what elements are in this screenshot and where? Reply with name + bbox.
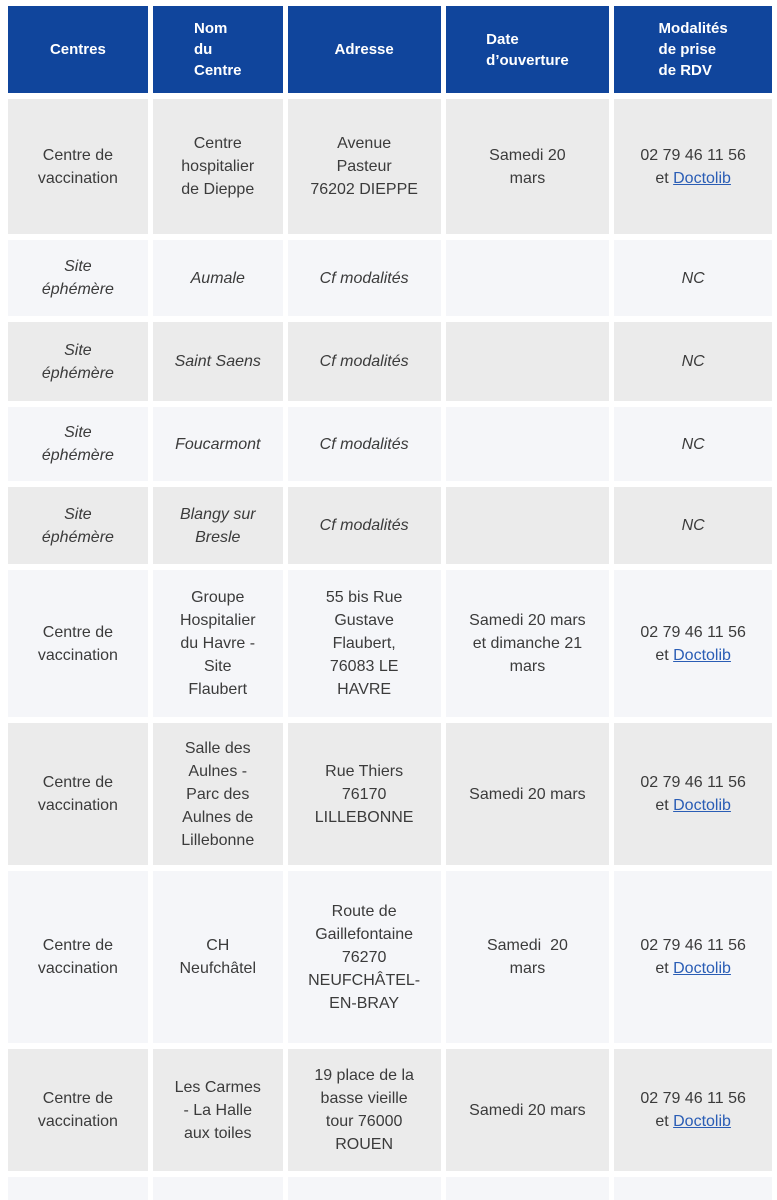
cell-centre-type: Centre de vaccination	[8, 99, 148, 234]
table-body: Centre de vaccination Centre hospitalier…	[8, 99, 772, 1200]
cell-rdv-modalities: 02 79 46 11 56 et Doctolib	[614, 99, 772, 234]
doctolib-link[interactable]: Doctolib	[673, 169, 731, 187]
cell-centre-type: Centre de vaccination	[8, 570, 148, 717]
cell-rdv-modalities: NC	[614, 407, 772, 481]
cell-address: 55 bis Rue Gustave Flaubert, 76083 LE HA…	[287, 570, 441, 717]
cell-centre-type: Site éphémère	[8, 240, 148, 316]
vaccination-centres-table: Centres Nom du Centre Adresse Date d’ouv…	[3, 0, 777, 1200]
cell-centre-name: Les Carmes - La Halle aux toiles	[152, 1049, 283, 1171]
column-header-nom-du-centre: Nom du Centre	[152, 6, 283, 93]
cell-rdv-modalities: NC	[614, 322, 772, 401]
cell-centre-name: Salle des Aulnes - Parc des Aulnes de Li…	[152, 723, 283, 865]
table-row: Centre de vaccination CH Neufchâtel Rout…	[8, 871, 772, 1043]
doctolib-link[interactable]: Doctolib	[673, 797, 731, 814]
cell-address: Rue Thiers 76170 LILLEBONNE	[287, 723, 441, 865]
rdv-connector: et	[655, 169, 674, 187]
cell-opening-date: Samedi 20 mars	[445, 99, 610, 234]
cell-rdv-modalities: 02 79 46 11 56 et Doctolib	[614, 570, 772, 717]
cell-centre-type: Centre de vaccination	[8, 871, 148, 1043]
doctolib-link[interactable]: Doctolib	[673, 646, 731, 664]
column-header-centres: Centres	[8, 6, 148, 93]
rdv-connector: et	[655, 797, 674, 814]
cell-centre-name: CH Neufchâtel	[152, 871, 283, 1043]
table-row: Site éphémère Foucarmont Cf modalités NC	[8, 407, 772, 481]
table-row: Centre de vaccination Salle des Aulnes -…	[8, 723, 772, 865]
cell-address: Avenue Pasteur 76202 DIEPPE	[287, 99, 441, 234]
cell-centre-type: Centre de vaccination	[8, 723, 148, 865]
cell-opening-date: Samedi 20 mars	[445, 1177, 610, 1200]
cell-address: 19 place de la basse vieille tour 76000 …	[287, 1049, 441, 1171]
cell-address: Cf modalités	[287, 487, 441, 564]
header-row: Centres Nom du Centre Adresse Date d’ouv…	[8, 6, 772, 93]
cell-rdv-modalities: NC	[614, 240, 772, 316]
rdv-phone: 02 79 46 11 56	[640, 623, 746, 641]
cell-centre-name: Foucarmont	[152, 407, 283, 481]
cell-rdv-modalities: 02 79 46 11 56 et Doctolib	[614, 1049, 772, 1171]
cell-centre-name: Centre hospitalier de Dieppe	[152, 99, 283, 234]
column-header-label: Modalités de prise de RDV	[658, 20, 728, 79]
rdv-connector: et	[655, 960, 674, 977]
rdv-phone: 02 79 46 11 56	[640, 146, 746, 164]
column-header-date-ouverture: Date d’ouverture	[445, 6, 610, 93]
column-header-label: Nom du Centre	[193, 20, 242, 79]
cell-opening-date	[445, 322, 610, 401]
column-header-adresse: Adresse	[287, 6, 441, 93]
cell-address: Cf modalités	[287, 407, 441, 481]
cell-centre-name: Saint Saens	[152, 322, 283, 401]
cell-centre-type: Centre de vaccination	[8, 1049, 148, 1171]
cell-opening-date: Samedi 20 mars	[445, 1049, 610, 1171]
rdv-connector: et	[655, 1113, 674, 1130]
cell-rdv-modalities: NC	[614, 487, 772, 564]
cell-rdv-modalities: 02 79 46 11 56 et Doctolib	[614, 871, 772, 1043]
cell-opening-date: Samedi 20 mars et dimanche 21 mars	[445, 570, 610, 717]
column-header-label: Adresse	[334, 41, 394, 58]
table-header: Centres Nom du Centre Adresse Date d’ouv…	[8, 6, 772, 93]
cell-opening-date: Samedi 20 mars	[445, 723, 610, 865]
table-row: Centre de vaccination Groupe Hospitalier…	[8, 570, 772, 717]
rdv-phone: 02 79 46 11 56	[640, 937, 746, 954]
cell-address: Avenue Jean Jaurès 76300 SOTTEVILLE-	[287, 1177, 441, 1200]
cell-opening-date	[445, 487, 610, 564]
table-row: Centre de vaccination Les Carmes - La Ha…	[8, 1049, 772, 1171]
table-row: Centre de vaccination Centre hospitalier…	[8, 99, 772, 234]
cell-centre-name: Blangy sur Bresle	[152, 487, 283, 564]
table-row: Site éphémère Aumale Cf modalités NC	[8, 240, 772, 316]
column-header-label: Date d’ouverture	[486, 30, 569, 69]
cell-centre-type: Site éphémère	[8, 407, 148, 481]
column-header-label: Centres	[49, 41, 106, 58]
cell-address: Cf modalités	[287, 240, 441, 316]
doctolib-link[interactable]: Doctolib	[673, 960, 731, 977]
table-row: Site éphémère Blangy sur Bresle Cf modal…	[8, 487, 772, 564]
table-row: Site éphémère Saint Saens Cf modalités N…	[8, 322, 772, 401]
doctolib-link[interactable]: Doctolib	[673, 1113, 731, 1130]
cell-rdv-modalities: 02 79 46 11 56 et Doctolib	[614, 723, 772, 865]
cell-address: Cf modalités	[287, 322, 441, 401]
cell-opening-date: Samedi 20 mars	[445, 871, 610, 1043]
cell-centre-name: Aumale	[152, 240, 283, 316]
rdv-phone: 02 79 46 11 56	[640, 774, 746, 791]
cell-centre-type: Centre de vaccination	[8, 1177, 148, 1200]
rdv-connector: et	[655, 646, 674, 664]
rdv-phone: 02 79 46 11 56	[640, 1090, 746, 1107]
table-row: Centre de vaccination Salle des fêtes de…	[8, 1177, 772, 1200]
cell-centre-type: Site éphémère	[8, 487, 148, 564]
cell-centre-name: Salle des fêtes de Sotteville	[152, 1177, 283, 1200]
cell-centre-name: Groupe Hospitalier du Havre - Site Flaub…	[152, 570, 283, 717]
cell-opening-date	[445, 407, 610, 481]
column-header-modalites-rdv: Modalités de prise de RDV	[614, 6, 772, 93]
cell-centre-type: Site éphémère	[8, 322, 148, 401]
cell-opening-date	[445, 240, 610, 316]
cell-address: Route de Gaillefontaine 76270 NEUFCHÂTEL…	[287, 871, 441, 1043]
